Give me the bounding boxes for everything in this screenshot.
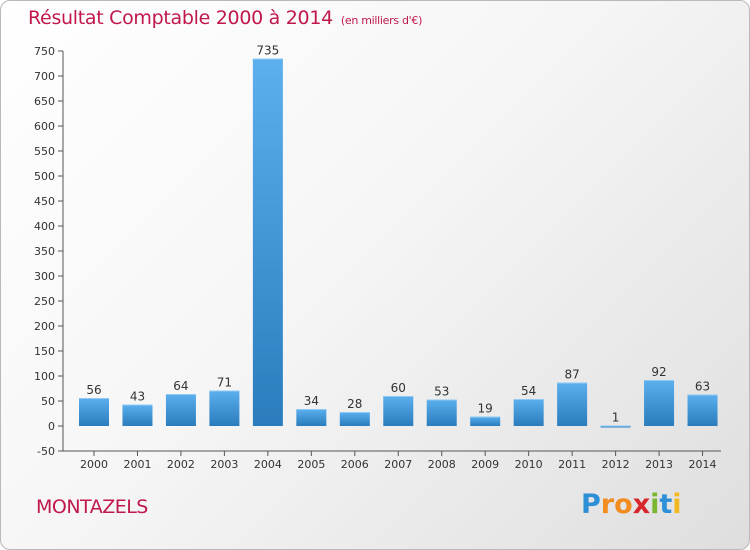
data-label-2012: 1 [612, 411, 620, 425]
chart-unit-label: (en milliers d'€) [340, 14, 423, 27]
logo-letter: o [614, 489, 633, 520]
bar-2010 [513, 399, 544, 426]
data-label-2006: 28 [347, 397, 362, 411]
data-label-2014: 63 [695, 380, 710, 394]
logo-letter: i [672, 489, 682, 520]
data-label-2009: 19 [478, 402, 493, 416]
y-tick-label: 100 [34, 370, 55, 383]
y-tick-label: 650 [34, 95, 55, 108]
bar-2009 [470, 416, 501, 426]
x-tick-label-2005: 2005 [297, 458, 325, 471]
x-tick-label-2006: 2006 [341, 458, 369, 471]
bar-2014 [687, 394, 718, 426]
logo-letter: r [600, 489, 615, 520]
data-label-2004: 735 [256, 44, 279, 58]
y-tick-label: 450 [34, 195, 55, 208]
bar-2004 [252, 58, 283, 426]
y-tick-label: 0 [48, 420, 55, 433]
data-label-2000: 56 [86, 383, 101, 397]
bar-2001 [122, 404, 153, 426]
y-tick-label: 600 [34, 120, 55, 133]
y-tick-label: 50 [41, 395, 55, 408]
y-tick-label: 550 [34, 145, 55, 158]
data-label-2008: 53 [434, 385, 449, 399]
y-tick-label: 200 [34, 320, 55, 333]
data-label-2003: 71 [217, 376, 232, 390]
x-tick-label-2010: 2010 [515, 458, 543, 471]
bar-2000 [79, 398, 109, 426]
y-tick-label: 150 [34, 345, 55, 358]
chart-title-text: Résultat Comptable 2000 à 2014 [28, 7, 333, 29]
x-tick-label-2014: 2014 [689, 458, 717, 471]
y-tick-label: 500 [34, 170, 55, 183]
bar-2013 [644, 380, 675, 426]
x-tick-label-2002: 2002 [167, 458, 195, 471]
y-tick-label: 400 [34, 220, 55, 233]
bar-2003 [209, 390, 240, 426]
data-label-2005: 34 [304, 394, 319, 408]
y-tick-label: 750 [34, 45, 55, 58]
chart-title: Résultat Comptable 2000 à 2014 (en millie… [28, 7, 422, 29]
x-tick-label-2008: 2008 [428, 458, 456, 471]
logo-letter: P [581, 489, 601, 520]
x-tick-label-2000: 2000 [80, 458, 108, 471]
x-tick-label-2011: 2011 [558, 458, 586, 471]
logo-letter: t [659, 489, 673, 520]
data-label-2013: 92 [651, 365, 666, 379]
x-tick-label-2003: 2003 [210, 458, 238, 471]
data-label-2007: 60 [391, 381, 406, 395]
logo-letter: i [650, 489, 660, 520]
bar-2002 [165, 394, 196, 426]
x-tick-label-2013: 2013 [645, 458, 673, 471]
x-tick-label-2001: 2001 [123, 458, 151, 471]
x-tick-label-2004: 2004 [254, 458, 282, 471]
x-tick-label-2009: 2009 [471, 458, 499, 471]
logo-letter: x [632, 489, 651, 520]
data-label-2001: 43 [130, 390, 145, 404]
data-label-2010: 54 [521, 384, 536, 398]
x-tick-label-2007: 2007 [384, 458, 412, 471]
data-label-2011: 87 [564, 368, 579, 382]
y-tick-label: 250 [34, 295, 55, 308]
bar-2007 [383, 396, 414, 426]
commune-name: MONTAZELS [36, 496, 148, 518]
bar-2011 [557, 382, 588, 426]
bar-2005 [296, 409, 327, 426]
proxiti-logo: Proxiti [581, 489, 682, 520]
y-tick-label: -50 [37, 445, 55, 458]
bar-2006 [339, 412, 370, 426]
data-label-2002: 64 [173, 379, 188, 393]
bar-2008 [426, 399, 457, 426]
x-tick-label-2012: 2012 [602, 458, 630, 471]
y-tick-label: 700 [34, 70, 55, 83]
y-tick-label: 300 [34, 270, 55, 283]
y-tick-label: 350 [34, 245, 55, 258]
